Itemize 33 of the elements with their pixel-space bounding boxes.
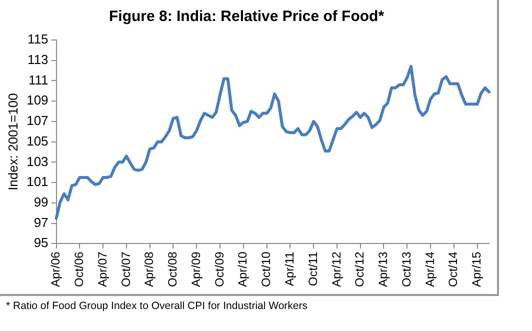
y-tick-label: 97 — [34, 214, 48, 230]
x-tick-label: Apr/11 — [282, 251, 296, 286]
x-tick-label: Apr/12 — [329, 251, 344, 288]
x-tick-label: Oct/11 — [306, 251, 320, 286]
x-tick-label: Apr/10 — [236, 251, 250, 288]
y-axis-title: Index: 2001=100 — [5, 93, 20, 190]
x-tick-label: Apr/15 — [470, 251, 484, 288]
y-tick-label: 105 — [26, 133, 48, 148]
y-tick-label: 115 — [28, 32, 48, 47]
y-tick-label: 101 — [26, 174, 48, 190]
y-tick-label: 103 — [26, 154, 48, 169]
y-tick-label: 113 — [28, 52, 48, 67]
x-tick-label: Apr/09 — [188, 251, 203, 288]
x-tick-label: Oct/08 — [166, 251, 180, 288]
x-tick-label: Apr/13 — [376, 251, 390, 288]
x-tick-label: Oct/13 — [399, 251, 414, 288]
y-tick-label: 95 — [34, 235, 48, 250]
x-tick-label: Oct/07 — [118, 251, 133, 288]
x-tick-label: Oct/14 — [446, 251, 460, 288]
x-tick-label: Oct/12 — [352, 251, 367, 288]
y-tick-label: 111 — [28, 72, 48, 88]
x-tick-label: Apr/08 — [142, 251, 156, 288]
x-tick-label: Apr/07 — [95, 251, 110, 288]
text: * Ratio of Food Group Index to Overall CPI for Industrial Workers — [6, 300, 308, 312]
y-tick-label: 109 — [26, 92, 48, 108]
y-tick-label: 99 — [34, 194, 48, 210]
x-tick-label: Oct/09 — [212, 251, 226, 288]
x-tick-label: Apr/06 — [48, 251, 63, 288]
x-tick-label: Oct/06 — [72, 251, 86, 288]
chart-title: Figure 8: India: Relative Price of Food* — [108, 8, 384, 26]
x-tick-label: Oct/10 — [259, 251, 274, 288]
x-tick-label: Apr/14 — [422, 251, 437, 288]
y-tick-label: 107 — [26, 113, 48, 128]
